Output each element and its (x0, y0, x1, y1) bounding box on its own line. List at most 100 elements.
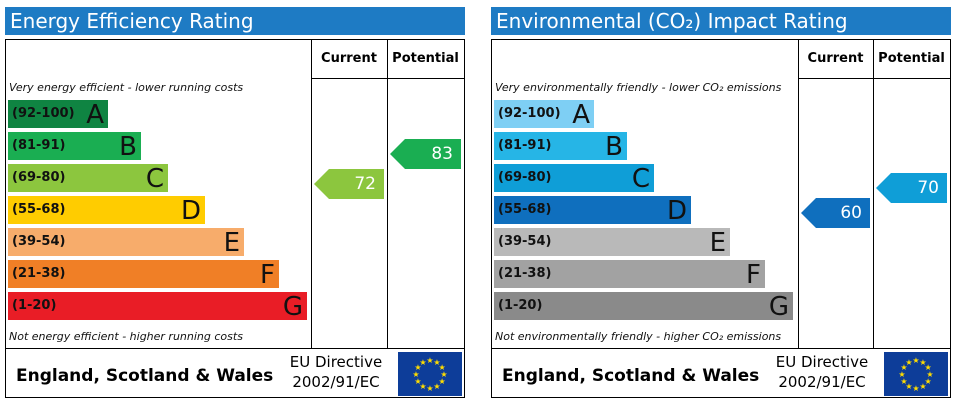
band-range: (1-20) (12, 298, 57, 313)
rating-band-a: (92-100) A (8, 100, 108, 130)
rating-band-e: (39-54) E (494, 228, 730, 258)
current-rating-arrow: 60 (801, 197, 870, 228)
column-header-potential: Potential (878, 51, 945, 66)
rating-band-e: (39-54) E (8, 228, 244, 258)
rating-band-g: (1-20) G (8, 292, 307, 322)
svg-text:★: ★ (419, 382, 426, 391)
band-letter: F (746, 260, 761, 290)
band-letter: A (86, 100, 104, 130)
svg-text:★: ★ (419, 358, 426, 367)
band-range: (39-54) (12, 234, 66, 249)
band-range: (92-100) (12, 106, 75, 121)
svg-text:★: ★ (912, 384, 919, 393)
band-range: (69-80) (498, 170, 552, 185)
band-letter: D (180, 196, 201, 226)
band-range: (21-38) (12, 266, 66, 281)
column-divider (311, 40, 312, 348)
svg-text:★: ★ (900, 377, 907, 386)
band-range: (55-68) (498, 202, 552, 217)
band-letter: G (768, 292, 789, 322)
rating-band-f: (21-38) F (494, 260, 765, 290)
column-header-current: Current (321, 51, 377, 66)
svg-text:★: ★ (925, 377, 932, 386)
svg-text:★: ★ (925, 363, 932, 372)
svg-text:★: ★ (414, 363, 421, 372)
band-range: (92-100) (498, 106, 561, 121)
potential-rating-value: 70 (917, 178, 939, 199)
directive-line-2: 2002/91/EC (778, 373, 866, 391)
directive-line-1: EU Directive (289, 353, 383, 371)
potential-arrow-shape (390, 138, 461, 169)
rating-band-b: (81-91) B (494, 132, 627, 162)
band-letter: A (572, 100, 590, 130)
svg-text:★: ★ (439, 377, 446, 386)
current-rating-arrow: 72 (314, 168, 384, 199)
column-header-potential: Potential (392, 51, 459, 66)
svg-text:★: ★ (900, 363, 907, 372)
svg-text:★: ★ (905, 358, 912, 367)
potential-rating-value: 83 (431, 143, 453, 164)
chart-title: Energy Efficiency Rating (5, 7, 465, 35)
svg-text:★: ★ (414, 377, 421, 386)
band-letter: F (260, 260, 275, 290)
svg-text:★: ★ (919, 382, 926, 391)
rating-band-d: (55-68) D (8, 196, 205, 226)
table-rule (311, 78, 464, 79)
current-rating-value: 72 (354, 173, 376, 194)
column-header-current: Current (807, 51, 864, 66)
svg-text:★: ★ (433, 358, 440, 367)
eu-flag-icon: ★ ★ ★ ★ ★ ★ ★ ★ ★ ★ ★ ★ (398, 352, 462, 396)
rating-band-b: (81-91) B (8, 132, 141, 162)
svg-text:★: ★ (439, 363, 446, 372)
eu-flag-icon: ★ ★ ★ ★ ★ ★ ★ ★ ★ ★ ★ ★ (884, 352, 948, 396)
svg-text:★: ★ (905, 382, 912, 391)
rating-band-c: (69-80) C (8, 164, 168, 194)
table-rule (492, 348, 950, 349)
rating-band-a: (92-100) A (494, 100, 594, 130)
svg-text:★: ★ (919, 358, 926, 367)
chart-title: Environmental (CO₂) Impact Rating (491, 7, 951, 35)
note-inefficient: Not energy efficient - higher running co… (9, 330, 243, 343)
directive-line-1: EU Directive (775, 353, 869, 371)
footer-region: England, Scotland & Wales (502, 366, 760, 386)
band-range: (81-91) (12, 138, 66, 153)
energy-efficiency-panel: Energy Efficiency Rating Current Potentia… (5, 7, 465, 398)
band-range: (81-91) (498, 138, 552, 153)
band-letter: G (282, 292, 303, 322)
column-divider (387, 40, 388, 348)
potential-rating-arrow: 83 (390, 138, 461, 169)
rating-band-d: (55-68) D (494, 196, 691, 226)
environmental-impact-panel: Environmental (CO₂) Impact Rating Curren… (491, 7, 951, 398)
band-range: (69-80) (12, 170, 66, 185)
svg-text:★: ★ (440, 370, 447, 379)
band-range: (55-68) (12, 202, 66, 217)
band-letter: B (605, 132, 623, 162)
svg-text:★: ★ (926, 370, 933, 379)
column-divider (873, 40, 874, 348)
note-inefficient: Not environmentally friendly - higher CO… (495, 330, 782, 343)
rating-table: Current Potential Very energy efficient - … (5, 39, 465, 398)
current-arrow-shape (314, 168, 384, 199)
band-letter: B (119, 132, 137, 162)
svg-text:★: ★ (426, 384, 433, 393)
potential-rating-arrow: 70 (876, 173, 947, 204)
rating-band-c: (69-80) C (494, 164, 654, 194)
band-letter: E (709, 228, 726, 258)
band-letter: C (145, 164, 164, 194)
note-efficient: Very environmentally friendly - lower CO… (495, 81, 782, 94)
eu-directive: EU Directive 2002/91/EC (762, 352, 882, 392)
band-range: (39-54) (498, 234, 552, 249)
band-letter: E (223, 228, 240, 258)
directive-line-2: 2002/91/EC (292, 373, 380, 391)
note-efficient: Very energy efficient - lower running co… (9, 81, 244, 94)
svg-text:★: ★ (426, 356, 433, 365)
svg-text:★: ★ (898, 370, 905, 379)
rating-table: Current Potential Very environmentally fri… (491, 39, 951, 398)
footer-region: England, Scotland & Wales (16, 366, 274, 386)
svg-text:★: ★ (912, 356, 919, 365)
band-range: (1-20) (498, 298, 543, 313)
svg-text:★: ★ (412, 370, 419, 379)
table-rule (6, 348, 464, 349)
rating-band-g: (1-20) G (494, 292, 793, 322)
column-divider (798, 40, 799, 348)
